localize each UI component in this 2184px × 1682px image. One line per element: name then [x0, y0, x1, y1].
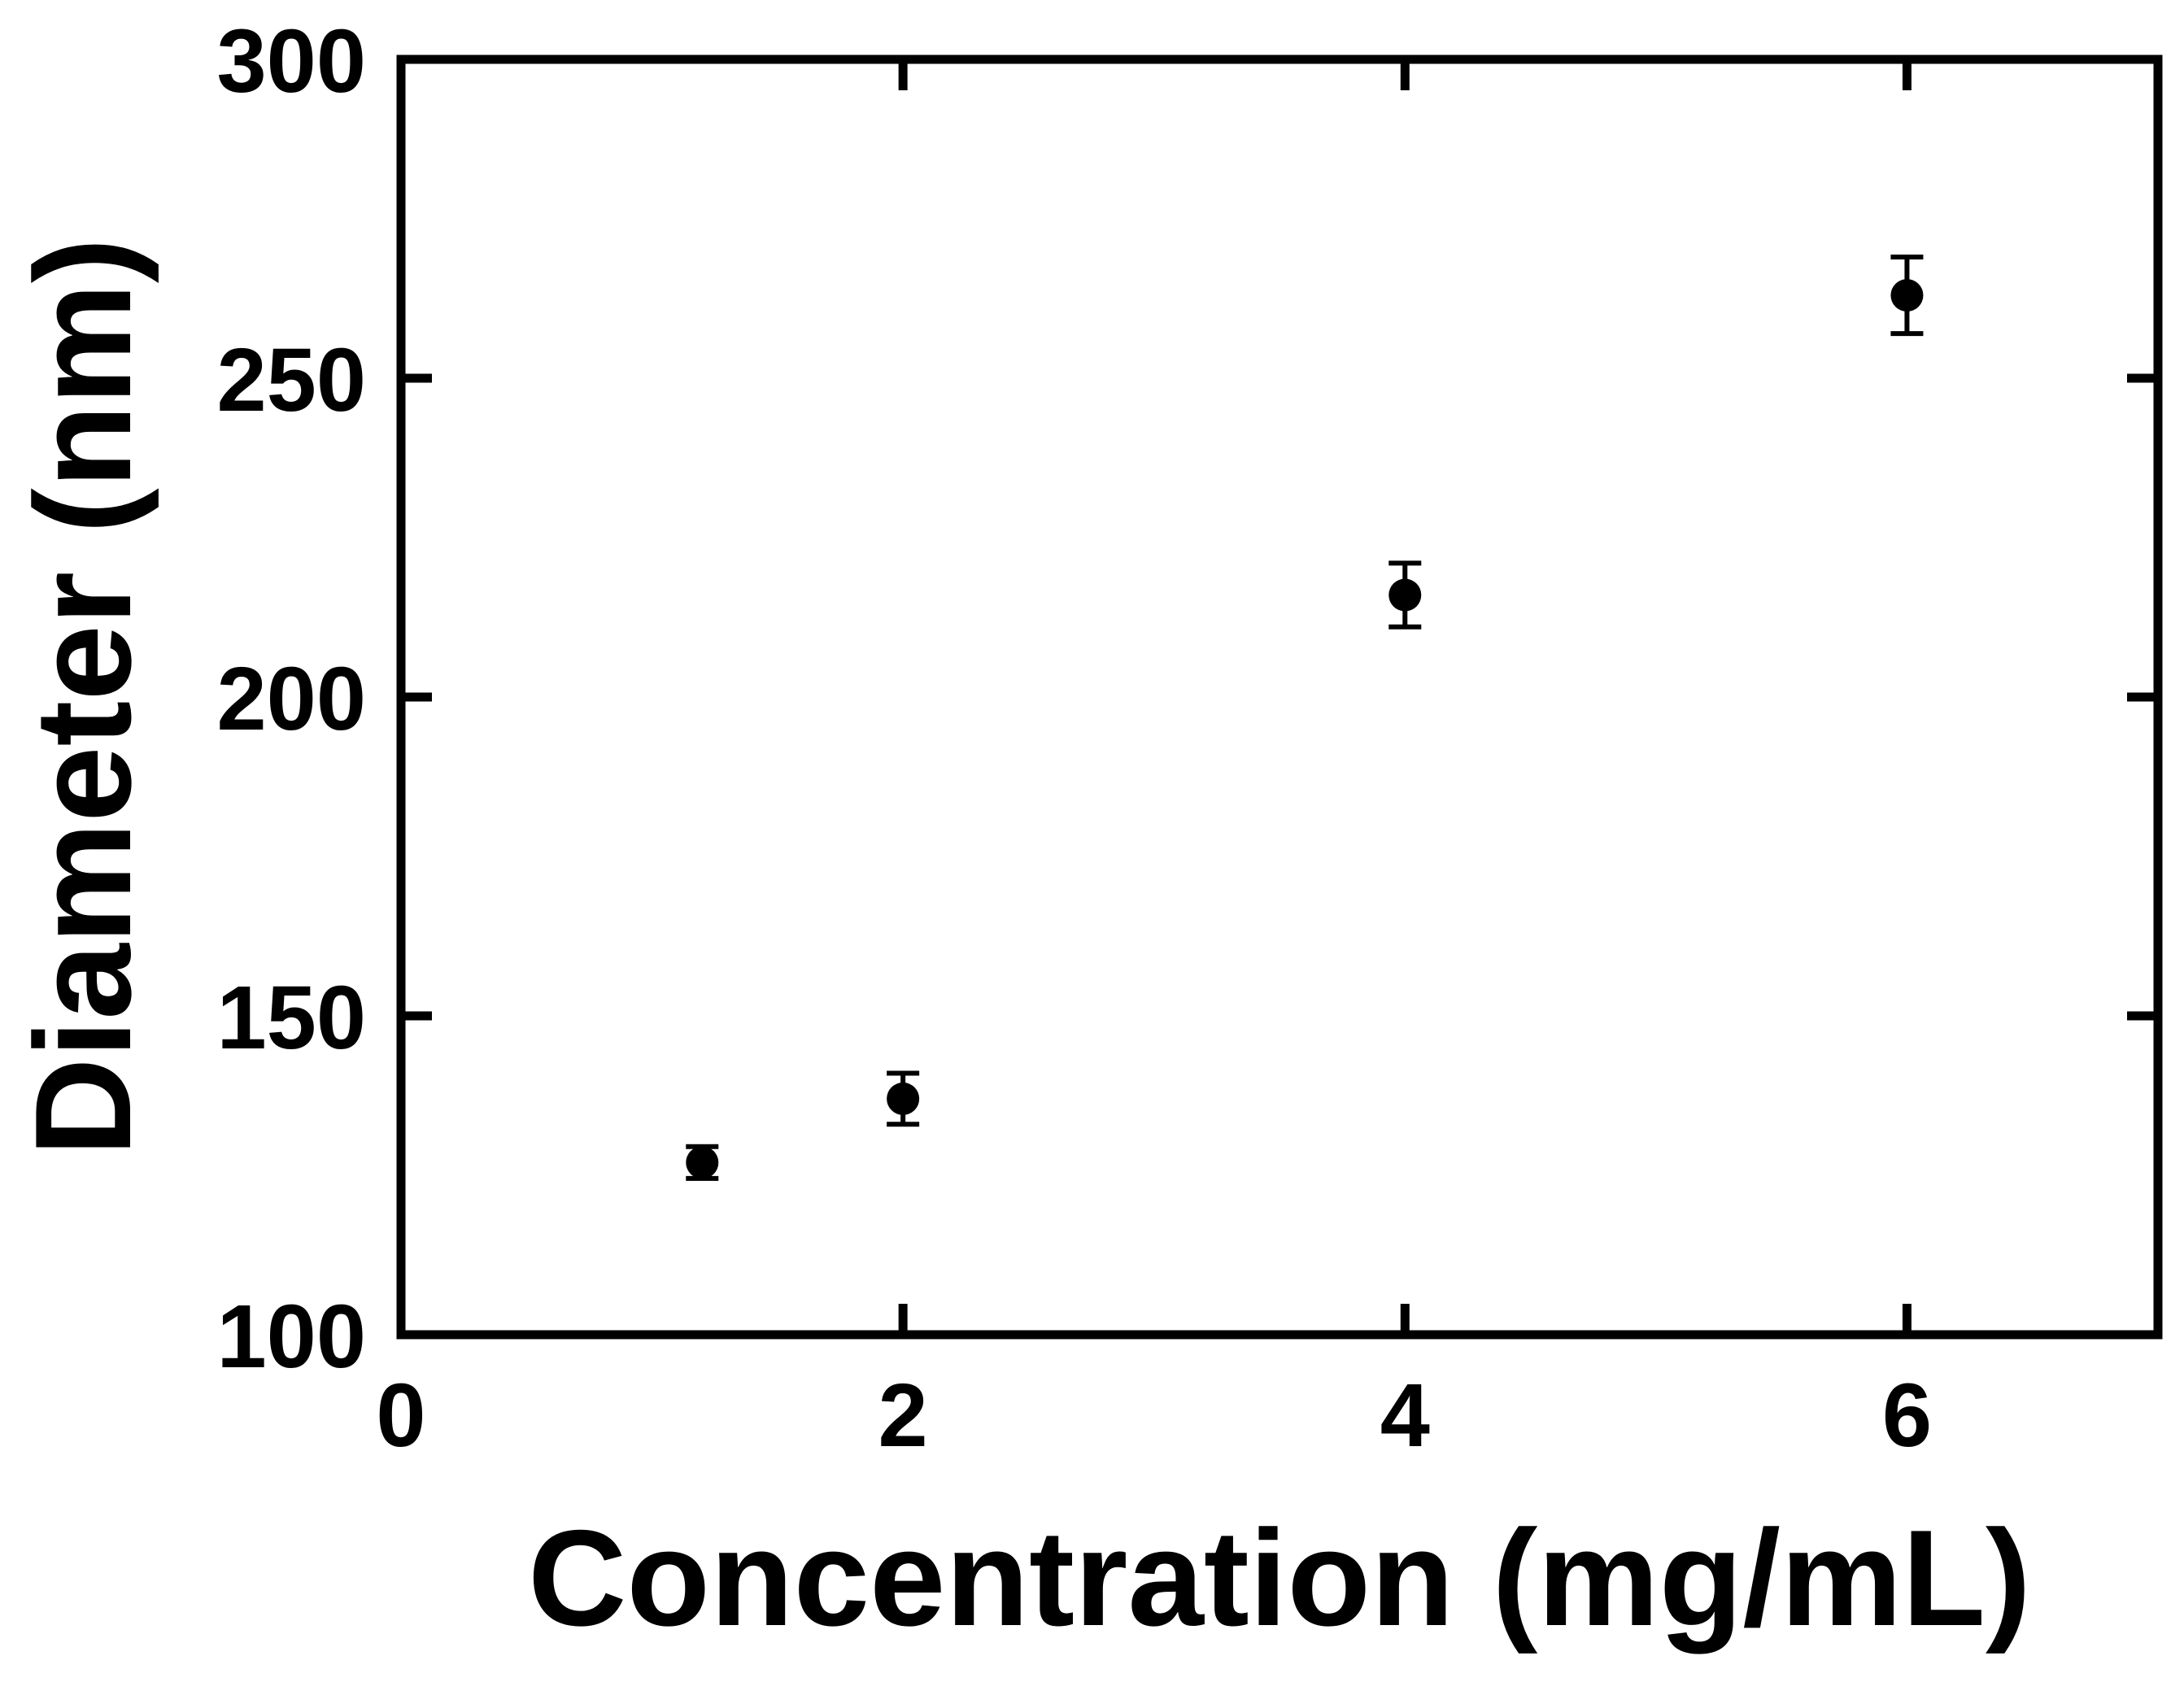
y-axis-ticks	[401, 373, 2158, 1021]
y-tick-label: 300	[216, 11, 366, 111]
x-tick-label: 0	[376, 1366, 425, 1466]
y-tick-label: 100	[216, 1287, 366, 1387]
x-axis-ticks	[898, 59, 1912, 1335]
data-point	[1890, 255, 1924, 337]
y-tick-label: 200	[216, 649, 366, 749]
x-tick-label: 6	[1882, 1366, 1932, 1466]
x-tick-label: 4	[1380, 1366, 1430, 1466]
marker	[686, 1146, 719, 1179]
y-axis-tick-labels: 100 150 200 250 300	[216, 11, 366, 1387]
x-tick-label: 2	[878, 1366, 928, 1466]
y-axis-title: Diameter (nm)	[7, 237, 159, 1157]
plot-frame	[396, 54, 2163, 1340]
y-tick-label: 150	[216, 968, 366, 1068]
x-axis-tick-labels: 0 2 4 6	[376, 1366, 1932, 1466]
data-point	[887, 1070, 920, 1127]
y-tick-label: 250	[216, 330, 366, 430]
marker	[887, 1082, 920, 1115]
data-points	[686, 255, 1924, 1181]
marker	[1890, 279, 1924, 312]
data-point	[1388, 560, 1422, 630]
marker	[1388, 578, 1422, 612]
data-point	[686, 1144, 719, 1181]
x-axis-title: Concentration (mg/mL)	[528, 1501, 2031, 1654]
